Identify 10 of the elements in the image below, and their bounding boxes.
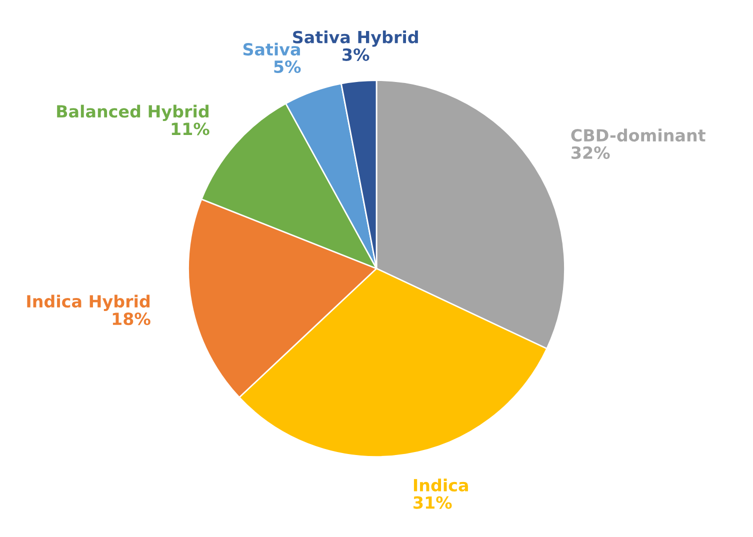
data-label: 5% — [274, 60, 301, 74]
data-label: 18% — [112, 312, 150, 326]
slice-label: Balanced Hybrid — [57, 104, 208, 122]
data-label: 3% — [342, 48, 370, 61]
slice-label: Indica — [414, 478, 468, 492]
data-label: 32% — [572, 146, 610, 159]
slice-label: CBD-dominant — [571, 128, 706, 142]
slice-label: Indica Hybrid — [27, 294, 150, 311]
data-label: 11% — [172, 122, 210, 136]
data-label: 31% — [414, 496, 452, 509]
